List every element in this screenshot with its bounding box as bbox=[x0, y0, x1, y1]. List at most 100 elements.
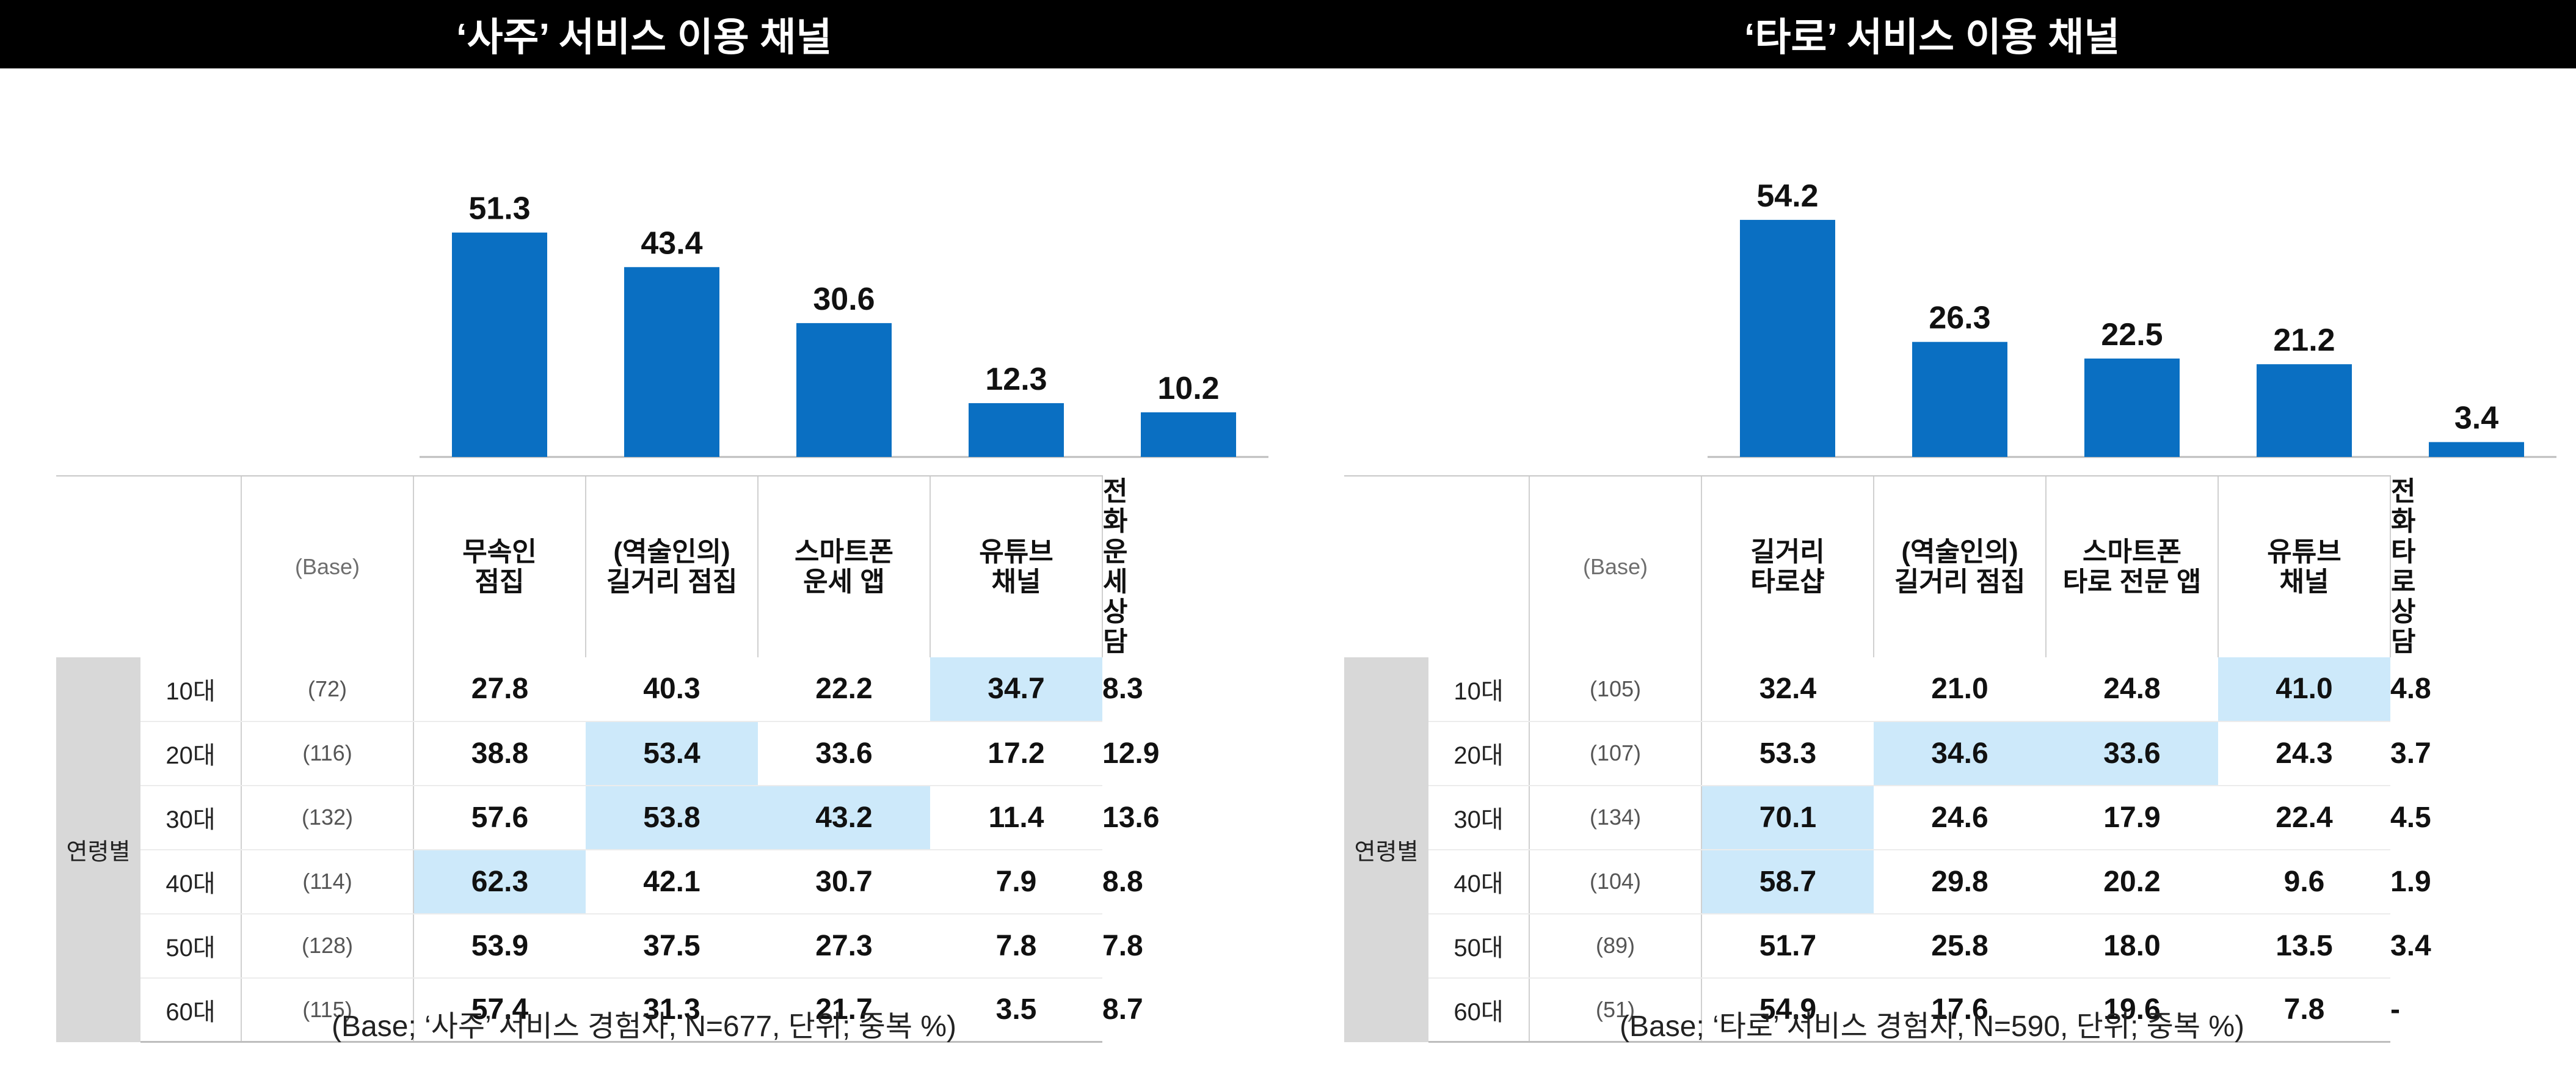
age-label: 10대 bbox=[140, 657, 241, 722]
table-cell: 17.6 bbox=[1874, 977, 2046, 1043]
age-label: 40대 bbox=[140, 849, 241, 914]
column-header-line: 채널 bbox=[2279, 566, 2329, 597]
table-cell: 33.6 bbox=[758, 721, 930, 786]
base-count: (104) bbox=[1529, 849, 1701, 914]
table-cell: 57.4 bbox=[413, 977, 586, 1043]
column-header: (역술인의) 길거리 점집 bbox=[585, 475, 758, 657]
bar bbox=[1912, 341, 2007, 457]
column-header-line: 무속인 bbox=[462, 536, 537, 567]
age-label: 20대 bbox=[140, 721, 241, 786]
table-cell: 31.3 bbox=[586, 977, 758, 1043]
base-count: (134) bbox=[1529, 785, 1701, 850]
table-row: 30대 (134) 70.1 24.6 17.9 22.4 4.5 bbox=[1344, 785, 2431, 850]
column-header: 스마트폰 운세 앱 bbox=[757, 475, 930, 657]
data-label: 21.2 bbox=[2273, 323, 2335, 358]
age-label: 20대 bbox=[1428, 721, 1529, 786]
table-cell: 3.5 bbox=[930, 977, 1102, 1043]
bar bbox=[2257, 364, 2352, 457]
column-header-line: 타로 전문 앱 bbox=[2062, 566, 2202, 597]
table-cell: 24.3 bbox=[2218, 721, 2390, 786]
table-cell: 41.0 bbox=[2218, 657, 2390, 722]
saju-age-table: (Base) 무속인 점집 (역술인의) 길거리 점집 스마트폰 운세 앱 유튜브 채널 전화운세… bbox=[56, 475, 1159, 1043]
table-cell: 58.7 bbox=[1701, 849, 1874, 914]
table-cell: 29.8 bbox=[1874, 849, 2046, 914]
column-header-line: 채널 bbox=[991, 566, 1041, 597]
table-cell: 7.8 bbox=[2218, 977, 2390, 1043]
table-cell: 18.0 bbox=[2046, 913, 2218, 979]
age-label: 10대 bbox=[1428, 657, 1529, 722]
age-label: 30대 bbox=[1428, 785, 1529, 850]
table-cell: 42.1 bbox=[586, 849, 758, 914]
age-label: 50대 bbox=[1428, 913, 1529, 979]
table-row: 40대 (104) 58.7 29.8 20.2 9.6 1.9 bbox=[1344, 849, 2431, 914]
table-cell: 32.4 bbox=[1701, 657, 1874, 722]
table-row: 30대 (132) 57.6 53.8 43.2 11.4 13.6 bbox=[56, 785, 1159, 850]
age-label: 50대 bbox=[140, 913, 241, 979]
header-blank bbox=[56, 475, 241, 657]
tarot-age-table: (Base) 길거리 타로샵 (역술인의) 길거리 점집 스마트폰 타로 전문 앱 유튜브 채널… bbox=[1344, 475, 2431, 1043]
table-cell: 38.8 bbox=[413, 721, 586, 786]
table-header-row: (Base) 길거리 타로샵 (역술인의) 길거리 점집 스마트폰 타로 전문 앱 유튜브 채널… bbox=[1344, 475, 2415, 657]
base-header: (Base) bbox=[1529, 475, 1701, 657]
age-label: 40대 bbox=[1428, 849, 1529, 914]
column-header-line: 길거리 점집 bbox=[1894, 566, 2026, 597]
group-label: 연령별 bbox=[1344, 657, 1428, 1042]
data-label: 51.3 bbox=[468, 191, 530, 227]
table-row: 50대 (89) 51.7 25.8 18.0 13.5 3.4 bbox=[1344, 913, 2431, 979]
data-label: 3.4 bbox=[2454, 401, 2498, 436]
table-cell: 70.1 bbox=[1701, 785, 1874, 850]
table-cell: 34.7 bbox=[930, 657, 1102, 722]
base-count: (128) bbox=[241, 913, 413, 979]
table-row: 40대 (114) 62.3 42.1 30.7 7.9 8.8 bbox=[56, 849, 1143, 914]
table-cell: 7.8 bbox=[930, 913, 1102, 979]
tarot-bar-chart: 54.2 26.3 22.5 21.2 3.4 bbox=[1708, 178, 2556, 458]
data-label: 43.4 bbox=[641, 225, 702, 261]
base-count: (107) bbox=[1529, 721, 1701, 786]
tarot-panel: ‘타로’ 서비스 이용 채널 54.2 26.3 22.5 21.2 3.4 (Base… bbox=[1288, 0, 2576, 1066]
bar bbox=[452, 232, 547, 457]
footnote: (Base; ‘타로’ 서비스 경험자, N=590, 단위; 중복 %) bbox=[1620, 1010, 2244, 1043]
saju-bar-chart: 51.3 43.4 30.6 12.3 10.2 bbox=[420, 191, 1268, 458]
header-blank bbox=[1344, 475, 1529, 657]
table-cell: 34.6 bbox=[1874, 721, 2046, 786]
data-label: 30.6 bbox=[813, 282, 875, 317]
table-cell: 43.2 bbox=[758, 785, 930, 850]
column-header-line: 유튜브 bbox=[2267, 536, 2341, 567]
table-cell: 21.0 bbox=[1874, 657, 2046, 722]
column-header: 스마트폰 타로 전문 앱 bbox=[2045, 475, 2218, 657]
base-count: (105) bbox=[1529, 657, 1701, 722]
table-cell: 53.9 bbox=[413, 913, 586, 979]
age-label: 60대 bbox=[1428, 977, 1529, 1043]
data-label: 10.2 bbox=[1157, 371, 1219, 406]
table-cell: 19.6 bbox=[2046, 977, 2218, 1043]
base-count: (115) bbox=[241, 977, 413, 1043]
table-cell: 37.5 bbox=[586, 913, 758, 979]
bar bbox=[969, 403, 1064, 457]
saju-panel: ‘사주’ 서비스 이용 채널 51.3 43.4 30.6 12.3 10.2 (Bas… bbox=[0, 0, 1288, 1043]
table-cell: 25.8 bbox=[1874, 913, 2046, 979]
table-cell: 11.4 bbox=[930, 785, 1102, 850]
table-row: 50대 (128) 53.9 37.5 27.3 7.8 7.8 bbox=[56, 913, 1143, 979]
data-label: 54.2 bbox=[1756, 178, 1818, 214]
column-header-line: 운세 앱 bbox=[803, 566, 885, 597]
column-header: 무속인 점집 bbox=[413, 475, 586, 657]
column-header-line: 스마트폰 bbox=[2083, 536, 2181, 567]
base-count: (132) bbox=[241, 785, 413, 850]
table-row: 20대 (116) 38.8 53.4 33.6 17.2 12.9 bbox=[56, 721, 1159, 786]
column-header-line: (역술인의) bbox=[1901, 536, 2018, 567]
table-cell: 30.7 bbox=[758, 849, 930, 914]
footnote: (Base; ‘사주’ 서비스 경험자, N=677, 단위; 중복 %) bbox=[332, 1010, 956, 1043]
age-label: 30대 bbox=[140, 785, 241, 850]
panel-title: ‘사주’ 서비스 이용 채널 bbox=[0, 0, 1288, 68]
table-cell: 33.6 bbox=[2046, 721, 2218, 786]
base-count: (114) bbox=[241, 849, 413, 914]
column-header-line: 길거리 점집 bbox=[606, 566, 738, 597]
base-count: (89) bbox=[1529, 913, 1701, 979]
bar bbox=[624, 267, 719, 457]
column-header: 유튜브 채널 bbox=[930, 475, 1102, 657]
data-label: 26.3 bbox=[1929, 301, 1990, 336]
table-cell: 53.8 bbox=[586, 785, 758, 850]
bar bbox=[1141, 412, 1236, 457]
bar bbox=[796, 323, 892, 457]
table-cell: 62.3 bbox=[413, 849, 586, 914]
